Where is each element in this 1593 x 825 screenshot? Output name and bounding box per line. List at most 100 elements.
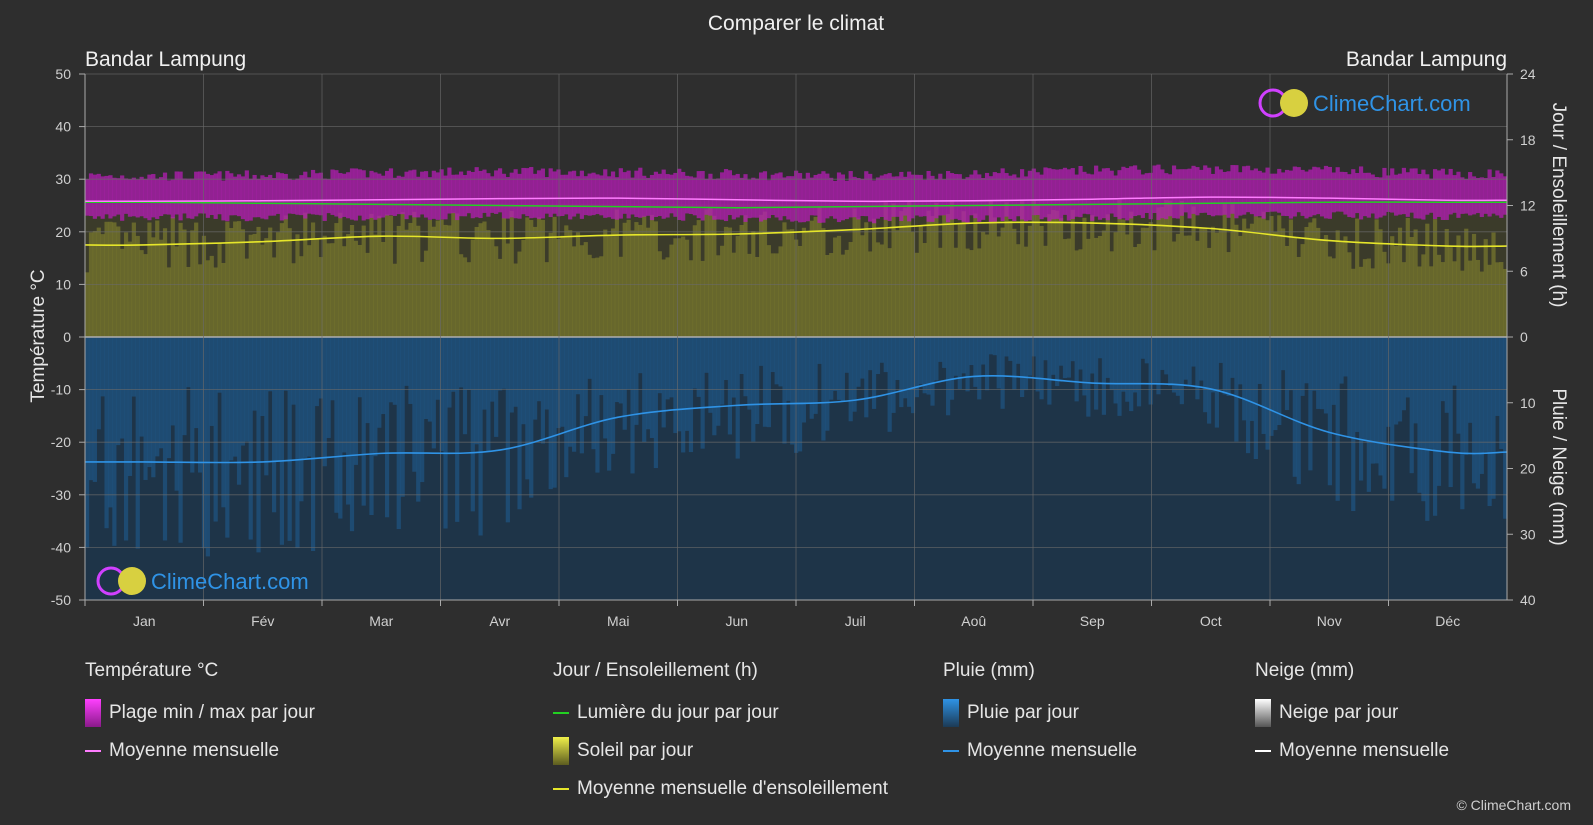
temp-range-bar (1366, 172, 1371, 218)
temp-range-bar (1043, 167, 1048, 218)
rain-day-bar (953, 337, 958, 376)
sunshine-day-bar (533, 226, 538, 337)
rain-day-bar (155, 337, 160, 457)
sunshine-day-bar (774, 253, 779, 337)
temp-range-bar (1160, 169, 1165, 219)
sunshine-day-bar (930, 216, 935, 337)
rain-day-bar (1343, 337, 1348, 377)
sunshine-day-bar (1421, 254, 1426, 337)
rain-day-bar (233, 337, 238, 457)
rain-day-bar (1452, 337, 1457, 386)
sunshine-day-bar (564, 225, 569, 337)
rain-day-bar (256, 337, 261, 553)
temp-range-bar (373, 172, 378, 220)
rain-day-bar (1214, 337, 1220, 428)
temp-range-bar (595, 174, 600, 215)
rain-day-bar (1382, 337, 1387, 489)
sunshine-day-bar (735, 235, 740, 337)
temp-range-bar (540, 168, 546, 219)
rain-day-bar (1288, 337, 1294, 391)
rain-day-bar (513, 337, 518, 407)
temp-range-bar (275, 172, 281, 214)
temp-range-bar (412, 169, 417, 218)
sunshine-day-bar (688, 260, 694, 337)
rain-day-bar (1335, 337, 1340, 501)
sunshine-day-bar (868, 251, 873, 337)
temp-range-bar (575, 176, 581, 214)
sunshine-day-bar (1218, 229, 1223, 337)
rain-day-bar (603, 337, 608, 439)
sunshine-day-bar (879, 244, 884, 337)
rain-day-bar (139, 337, 144, 437)
sunshine-day-bar (603, 229, 608, 337)
temp-range-bar (1097, 171, 1103, 220)
rain-day-bar (790, 337, 795, 445)
sunshine-day-bar (579, 245, 584, 337)
rain-day-bar (388, 337, 394, 403)
temp-range-bar (918, 174, 923, 217)
temp-range-bar (1222, 171, 1227, 215)
sunshine-day-bar (197, 264, 203, 337)
temp-range-bar (517, 173, 522, 219)
rain-day-bar (1284, 337, 1290, 411)
temp-range-bar (692, 177, 697, 216)
temp-range-bar (669, 174, 674, 214)
sunshine-day-bar (595, 257, 600, 337)
sunshine-day-bar (965, 248, 970, 337)
rain-day-bar (205, 337, 210, 557)
rain-day-bar (1058, 337, 1064, 366)
x-tick-label: Mai (607, 613, 630, 629)
rain-day-bar (1464, 337, 1469, 455)
sunshine-day-bar (1257, 217, 1262, 337)
sunshine-day-bar (443, 224, 448, 337)
rain-day-bar (1195, 337, 1200, 400)
temp-range-bar (116, 178, 121, 215)
sunshine-day-bar (1401, 262, 1407, 337)
sunshine-day-bar (883, 202, 888, 337)
sunshine-day-bar (307, 245, 312, 337)
rain-day-bar (1152, 337, 1157, 384)
sunshine-day-bar (610, 228, 616, 337)
temp-range-bar (1105, 168, 1110, 221)
rain-day-bar (926, 337, 931, 395)
rain-day-bar (634, 337, 639, 425)
sunshine-day-bar (151, 237, 156, 337)
temp-range-bar (856, 178, 861, 220)
temp-range-bar (945, 171, 951, 223)
temp-range-bar (988, 176, 994, 222)
temp-range-bar (642, 175, 647, 217)
sunshine-day-bar (505, 243, 510, 337)
rain-day-bar (478, 337, 483, 536)
legend-temp-range: Plage min / max par jour (85, 694, 315, 732)
rain-day-bar (708, 337, 713, 413)
rain-day-bar (848, 337, 853, 422)
rain-day-bar (727, 337, 733, 435)
temp-range-bar (513, 169, 518, 219)
temp-range-bar (1129, 166, 1134, 219)
sunshine-day-bar (1082, 217, 1087, 337)
rain-day-bar (342, 337, 347, 453)
sunshine-day-bar (392, 263, 397, 337)
rain-day-bar (369, 337, 374, 516)
temp-range-bar (1312, 166, 1317, 216)
rain-day-bar (1358, 337, 1364, 481)
sunshine-day-bar (801, 227, 807, 337)
temp-range-bar (1132, 165, 1138, 217)
rain-day-bar (540, 337, 546, 444)
rain-day-bar (1140, 337, 1145, 359)
sunshine-day-bar (1023, 246, 1029, 337)
temp-range-bar (474, 167, 479, 218)
sunshine-day-bar (127, 241, 133, 337)
sunshine-day-bar (1058, 218, 1064, 337)
temp-range-bar (1171, 165, 1177, 219)
rain-day-bar (801, 337, 807, 423)
rain-day-bar (969, 337, 974, 366)
temp-range-bar (1351, 169, 1356, 218)
rain-day-bar (201, 337, 207, 549)
temp-range-bar (1281, 172, 1286, 216)
x-tick-label: Aoû (961, 613, 986, 629)
temp-range-bar (1296, 167, 1301, 213)
rain-day-bar (696, 337, 701, 397)
rain-day-bar (630, 337, 635, 474)
rain-day-bar (942, 337, 947, 368)
